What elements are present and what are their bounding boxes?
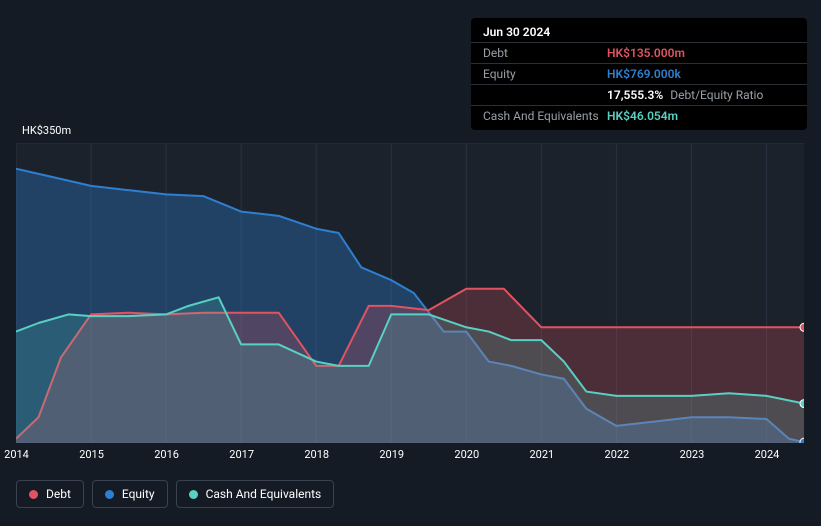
xaxis-tick: 2019: [391, 448, 392, 461]
tooltip-date: Jun 30 2024: [483, 25, 550, 39]
tooltip-row-cash: Cash And Equivalents HK$46.054m: [471, 105, 807, 126]
xaxis-tick: 2021: [541, 448, 542, 461]
tooltip-value: HK$46.054m: [607, 109, 678, 123]
tooltip-label: Debt: [483, 46, 607, 60]
legend-item-debt[interactable]: Debt: [16, 480, 84, 508]
tooltip-value: HK$135.000m: [607, 46, 685, 60]
tooltip-row-equity: Equity HK$769.000k: [471, 63, 807, 84]
plot-area: [16, 143, 804, 443]
xaxis-tick: 2016: [166, 448, 167, 461]
yaxis-max-label: HK$350m: [22, 124, 71, 137]
legend-dot-icon: [189, 490, 198, 499]
legend: Debt Equity Cash And Equivalents: [16, 480, 334, 508]
legend-label: Cash And Equivalents: [206, 487, 322, 501]
legend-label: Equity: [122, 487, 155, 501]
xaxis-tick: 2018: [316, 448, 317, 461]
xaxis-tick: 2015: [91, 448, 92, 461]
legend-dot-icon: [29, 490, 38, 499]
xaxis-tick: 2024: [766, 448, 767, 461]
legend-label: Debt: [46, 487, 71, 501]
xaxis-tick: 2022: [616, 448, 617, 461]
tooltip-label: [483, 88, 607, 102]
tooltip-value: HK$769.000k: [607, 67, 681, 81]
tooltip-label: Cash And Equivalents: [483, 109, 607, 123]
legend-dot-icon: [105, 490, 114, 499]
legend-item-cash[interactable]: Cash And Equivalents: [176, 480, 335, 508]
xaxis-tick: 2017: [241, 448, 242, 461]
legend-item-equity[interactable]: Equity: [92, 480, 168, 508]
tooltip-label: Equity: [483, 67, 607, 81]
chart-svg: [16, 143, 804, 443]
tooltip-value: 17,555.3%: [607, 88, 663, 102]
xaxis-tick: 2020: [466, 448, 467, 461]
finance-area-chart: Jun 30 2024 Debt HK$135.000m Equity HK$7…: [0, 0, 821, 526]
chart-tooltip: Jun 30 2024 Debt HK$135.000m Equity HK$7…: [471, 18, 807, 130]
tooltip-sublabel: Debt/Equity Ratio: [670, 88, 763, 102]
xaxis-tick: 2023: [691, 448, 692, 461]
tooltip-date-row: Jun 30 2024: [471, 22, 807, 42]
tooltip-row-ratio: 17,555.3% Debt/Equity Ratio: [471, 84, 807, 105]
xaxis-tick: 2014: [16, 448, 17, 461]
tooltip-row-debt: Debt HK$135.000m: [471, 42, 807, 63]
